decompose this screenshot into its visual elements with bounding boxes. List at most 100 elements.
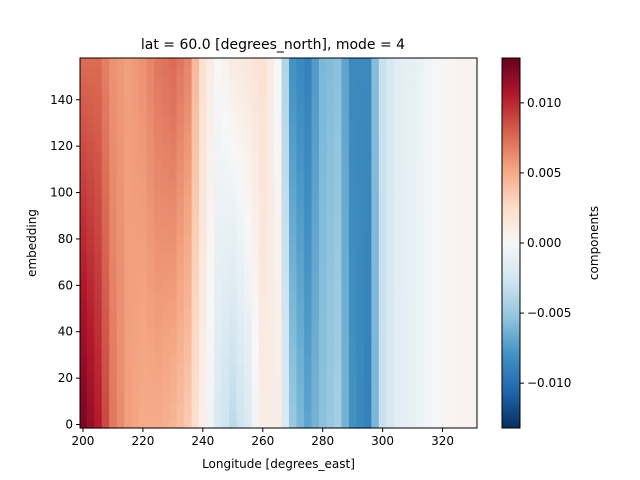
- heatmap-cell: [363, 317, 372, 328]
- heatmap-cell: [139, 308, 148, 319]
- heatmap-cell: [393, 299, 402, 310]
- heatmap-cell: [378, 67, 387, 78]
- heatmap-cell: [139, 410, 148, 421]
- heatmap-cells: [80, 58, 477, 429]
- heatmap-cell: [154, 169, 163, 180]
- heatmap-cell: [446, 187, 455, 198]
- heatmap-cell: [146, 141, 155, 152]
- heatmap-cell: [438, 317, 447, 328]
- heatmap-cell: [386, 410, 395, 421]
- heatmap-cell: [251, 187, 260, 198]
- heatmap-cell: [348, 308, 357, 319]
- heatmap-cell: [139, 373, 148, 384]
- heatmap-cell: [86, 364, 95, 375]
- heatmap-cell: [101, 160, 110, 170]
- heatmap-cell: [139, 327, 148, 337]
- heatmap-cell: [288, 234, 298, 245]
- heatmap-cell: [251, 215, 260, 226]
- heatmap-cell: [438, 345, 447, 356]
- heatmap-cell: [251, 234, 260, 245]
- heatmap-cell: [378, 327, 387, 337]
- heatmap-cell: [393, 85, 402, 96]
- heatmap-cell: [184, 104, 193, 115]
- heatmap-cell: [221, 271, 230, 282]
- heatmap-cell: [199, 280, 208, 291]
- heatmap-cell: [169, 299, 178, 310]
- heatmap-cell: [326, 327, 335, 337]
- heatmap-cell: [446, 197, 455, 208]
- heatmap-cell: [281, 289, 290, 300]
- heatmap-cell: [221, 327, 230, 337]
- heatmap-cell: [184, 243, 193, 254]
- heatmap-cell: [191, 308, 200, 319]
- heatmap-cell: [259, 178, 268, 189]
- heatmap-cell: [244, 197, 253, 208]
- heatmap-cell: [259, 132, 268, 143]
- heatmap-cell: [416, 364, 425, 375]
- heatmap-cell: [236, 354, 245, 365]
- heatmap-cell: [371, 58, 380, 68]
- heatmap-cell: [191, 206, 200, 217]
- heatmap-cell: [341, 122, 350, 133]
- heatmap-cell: [303, 327, 313, 337]
- heatmap-cell: [281, 187, 290, 198]
- heatmap-cell: [393, 373, 402, 384]
- heatmap-cell: [154, 76, 163, 87]
- heatmap-cell: [184, 382, 193, 393]
- heatmap-cell: [356, 419, 365, 429]
- heatmap-cell: [288, 262, 298, 273]
- heatmap-cell: [139, 234, 148, 245]
- heatmap-cell: [461, 215, 470, 226]
- heatmap-cell: [453, 327, 462, 337]
- heatmap-cell: [236, 336, 245, 347]
- heatmap-cell: [124, 280, 133, 291]
- heatmap-cell: [154, 354, 163, 365]
- heatmap-cell: [191, 150, 200, 161]
- heatmap-cell: [251, 364, 260, 375]
- heatmap-cell: [161, 262, 170, 273]
- heatmap-cell: [461, 392, 470, 402]
- heatmap-cell: [80, 280, 88, 291]
- heatmap-cell: [363, 271, 372, 282]
- heatmap-cell: [206, 150, 215, 161]
- heatmap-cell: [236, 113, 245, 124]
- heatmap-cell: [408, 419, 417, 429]
- heatmap-cell: [423, 419, 432, 429]
- heatmap-cell: [386, 345, 395, 356]
- heatmap-cell: [146, 243, 155, 254]
- heatmap-cell: [318, 76, 328, 87]
- heatmap-cell: [348, 122, 357, 133]
- heatmap-cell: [408, 354, 417, 365]
- heatmap-cell: [468, 373, 477, 384]
- heatmap-cell: [139, 271, 148, 282]
- heatmap-cell: [206, 160, 215, 170]
- heatmap-cell: [446, 308, 455, 319]
- heatmap-cell: [116, 178, 125, 189]
- heatmap-cell: [431, 132, 440, 143]
- heatmap-cell: [281, 308, 290, 319]
- heatmap-cell: [266, 113, 275, 124]
- heatmap-cell: [281, 327, 290, 337]
- heatmap-cell: [214, 67, 223, 78]
- heatmap-cell: [416, 160, 425, 170]
- heatmap-cell: [116, 345, 125, 356]
- heatmap-cell: [131, 419, 140, 429]
- heatmap-cell: [348, 271, 357, 282]
- heatmap-cell: [431, 104, 440, 115]
- heatmap-cell: [206, 104, 215, 115]
- heatmap-cell: [86, 150, 95, 161]
- heatmap-cell: [288, 104, 298, 115]
- heatmap-cell: [184, 327, 193, 337]
- heatmap-cell: [326, 234, 335, 245]
- heatmap-cell: [214, 58, 223, 68]
- heatmap-cell: [169, 252, 178, 263]
- heatmap-cell: [446, 215, 455, 226]
- heatmap-cell: [393, 58, 402, 68]
- heatmap-cell: [356, 197, 365, 208]
- heatmap-cell: [199, 225, 208, 235]
- heatmap-cell: [453, 271, 462, 282]
- heatmap-cell: [401, 354, 410, 365]
- heatmap-cell: [423, 280, 432, 291]
- heatmap-cell: [259, 104, 268, 115]
